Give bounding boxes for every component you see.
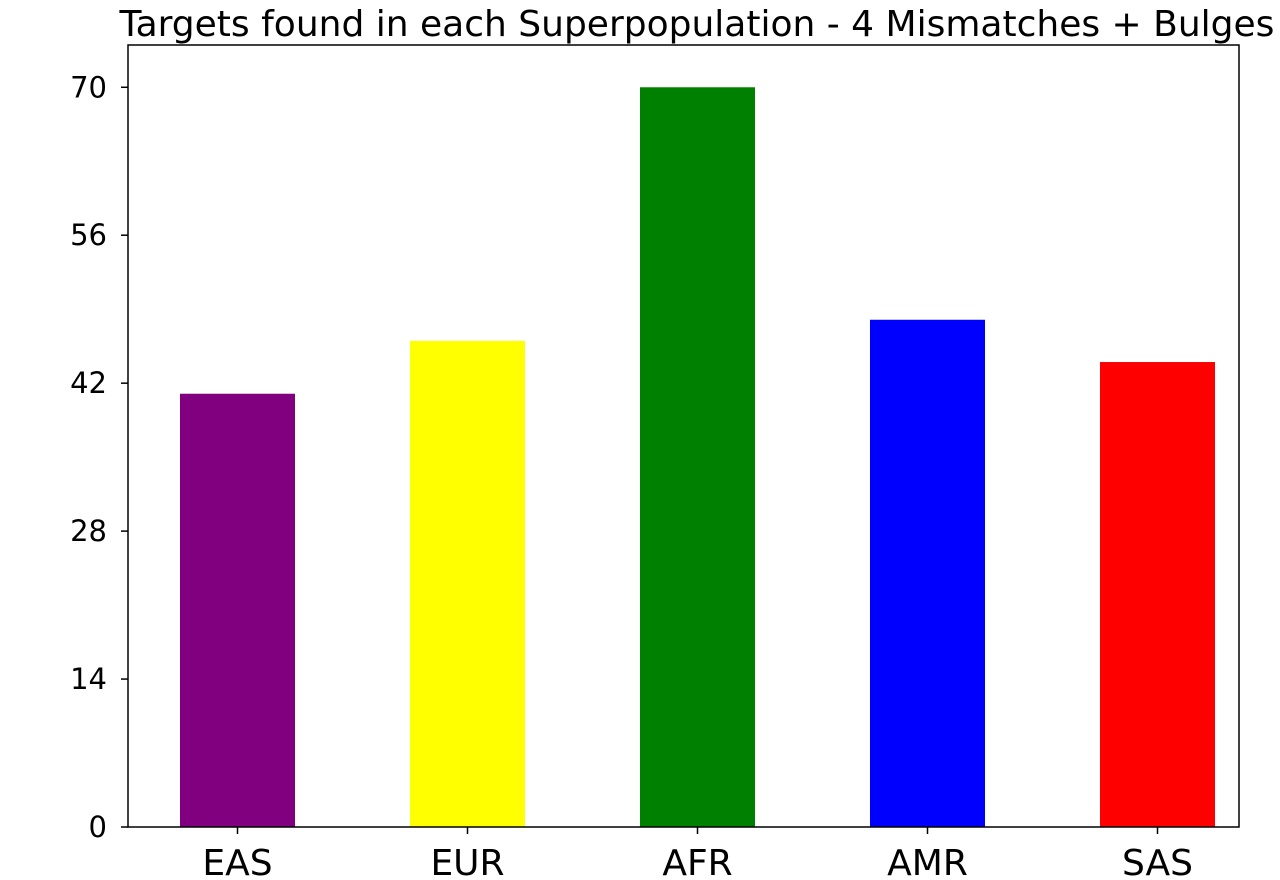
x-axis: EAS EUR AFR AMR SAS bbox=[202, 827, 1193, 880]
xtick-label-eas: EAS bbox=[202, 843, 272, 880]
bar-eur bbox=[410, 340, 525, 827]
bar-sas bbox=[1100, 362, 1215, 827]
ytick-label-14: 14 bbox=[70, 662, 107, 696]
xtick-label-afr: AFR bbox=[662, 843, 732, 880]
ytick-label-70: 70 bbox=[70, 70, 107, 104]
xtick-label-sas: SAS bbox=[1122, 843, 1193, 880]
ytick-label-28: 28 bbox=[70, 514, 107, 548]
ytick-label-56: 56 bbox=[70, 218, 107, 252]
bar-afr bbox=[640, 87, 755, 828]
xtick-label-eur: EUR bbox=[430, 843, 504, 880]
ytick-label-42: 42 bbox=[70, 366, 107, 400]
bar-eas bbox=[180, 393, 295, 827]
chart-title: Targets found in each Superpopulation - … bbox=[119, 4, 1275, 45]
plot-frame bbox=[127, 44, 1240, 828]
bars-layer bbox=[180, 87, 1215, 828]
ytick-label-0: 0 bbox=[89, 810, 107, 844]
xtick-label-amr: AMR bbox=[887, 843, 968, 880]
bar-amr bbox=[870, 319, 985, 827]
y-axis: 0 14 28 42 56 70 bbox=[70, 70, 128, 844]
